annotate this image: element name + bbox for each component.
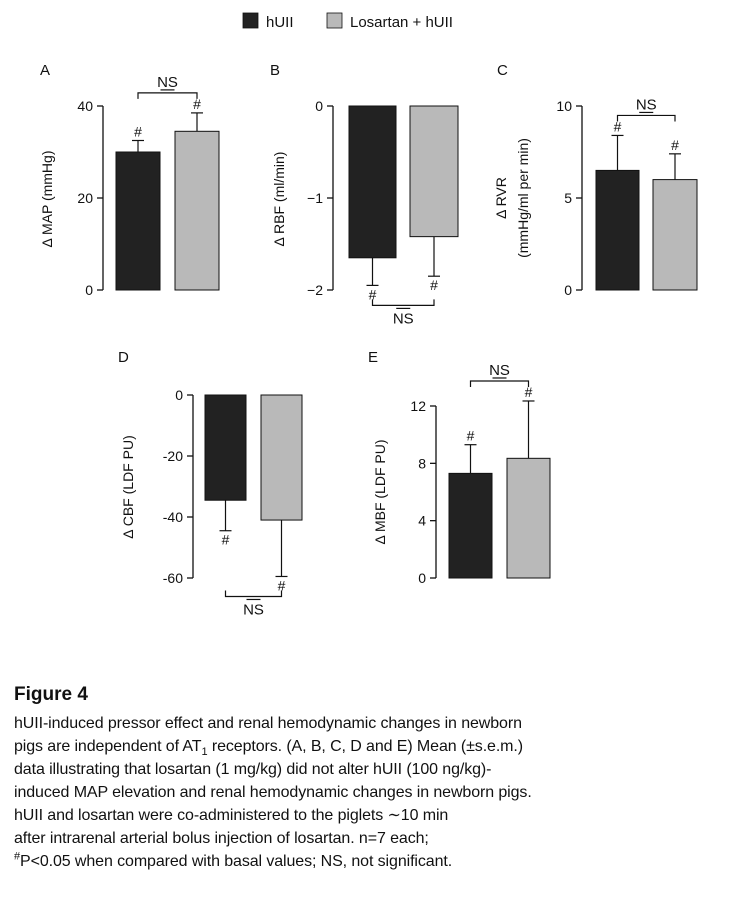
bar-losartan-huii [506,457,551,579]
y-axis-label: Δ RBF (ml/min) [271,152,287,247]
y-axis-label: Δ MAP (mmHg) [39,151,55,248]
y-tick-label: 0 [315,98,323,114]
y-axis-label-units: (mmHg/ml per min) [515,138,531,258]
y-tick-label: -60 [163,570,183,586]
bar-losartan-huii [409,105,459,238]
significance-marker: # [671,137,679,153]
y-tick-label: 8 [418,455,426,471]
y-tick-label: 20 [77,190,93,206]
significance-marker: # [525,384,533,400]
significance-marker: # [614,118,622,134]
bar-losartan-huii [260,394,303,521]
bar-huii [348,105,397,259]
bar-huii [595,169,640,291]
legend-swatch [242,12,259,29]
comparison-bracket [469,380,530,387]
figure-caption: Figure 4 hUII-induced pressor effect and… [14,684,726,873]
caption-line: after intrarenal arterial bolus injectio… [14,830,429,847]
comparison-label: NS [636,96,657,113]
y-tick-label: 12 [410,398,426,414]
bar-huii [448,472,493,579]
caption-title: Figure 4 [14,684,88,705]
panel-letter: C [497,62,508,79]
comparison-label: NS [393,310,414,327]
panel-letter: D [118,349,129,366]
chart-panel-a: A 0 20 40 Δ MAP (mmHg) # # NS [39,62,220,298]
y-tick-label: -40 [163,509,183,525]
bar-losartan-huii [174,130,220,291]
bar-huii [115,151,161,291]
caption-line: #P<0.05 when compared with basal values;… [14,850,726,873]
y-tick-label: 5 [564,190,572,206]
significance-marker: # [134,124,142,140]
significance-marker: # [467,428,475,444]
significance-marker: # [193,96,201,112]
legend-label: hUII [266,14,294,31]
y-tick-label: -20 [163,448,183,464]
caption-line: induced MAP elevation and renal hemodyna… [14,784,532,801]
caption-subscript: 1 [201,746,208,759]
chart-panel-e: E 0 4 8 12 Δ MBF (LDF PU) # # NS [368,349,551,586]
significance-marker: # [369,286,377,302]
legend-swatch [326,12,343,29]
chart-panel-c: C 0 5 10 Δ RVR (mmHg/ml per min) # # NS [493,62,698,298]
panel-letter: B [270,62,280,79]
y-axis-label: Δ MBF (LDF PU) [372,439,388,544]
panel-letter: E [368,349,378,366]
comparison-bracket [137,92,198,99]
comparison-label: NS [157,74,178,91]
y-axis-label: Δ RVR [493,177,509,219]
caption-text: P<0.05 when compared with basal values; … [20,853,453,870]
significance-marker: # [430,277,438,293]
comparison-bracket [371,299,435,306]
comparison-label: NS [243,601,264,618]
y-tick-label: 0 [85,282,93,298]
y-tick-label: 0 [418,570,426,586]
comparison-bracket [616,114,676,122]
y-tick-label: −2 [307,282,323,298]
caption-line: pigs are independent of AT1 receptors. (… [14,735,726,758]
caption-line: hUII and losartan were co-administered t… [14,807,449,824]
comparison-label: NS [489,362,510,379]
chart-panel-d: D 0 -20 -40 -60 Δ CBF (LDF PU) # # NS [118,349,303,618]
chart-panel-b: B 0 −1 −2 Δ RBF (ml/min) # # NS [270,62,459,327]
y-tick-label: 40 [77,98,93,114]
y-tick-label: 4 [418,513,426,529]
bar-huii [204,394,247,501]
y-tick-label: 0 [175,387,183,403]
caption-line: data illustrating that losartan (1 mg/kg… [14,761,492,778]
y-axis-label: Δ CBF (LDF PU) [120,435,136,538]
caption-superscript: # [14,850,21,863]
significance-marker: # [278,577,286,593]
caption-text: receptors. (A, B, C, D and E) Mean (±s.e… [207,738,523,755]
y-tick-label: 10 [556,98,572,114]
y-tick-label: −1 [307,190,323,206]
caption-line: hUII-induced pressor effect and renal he… [14,715,522,732]
panel-letter: A [40,62,50,79]
significance-marker: # [222,532,230,548]
comparison-bracket [224,590,283,598]
caption-text: pigs are independent of AT [14,738,202,755]
bar-losartan-huii [652,179,698,291]
legend: hUII Losartan + hUII [242,12,453,31]
legend-label: Losartan + hUII [350,14,453,31]
y-tick-label: 0 [564,282,572,298]
